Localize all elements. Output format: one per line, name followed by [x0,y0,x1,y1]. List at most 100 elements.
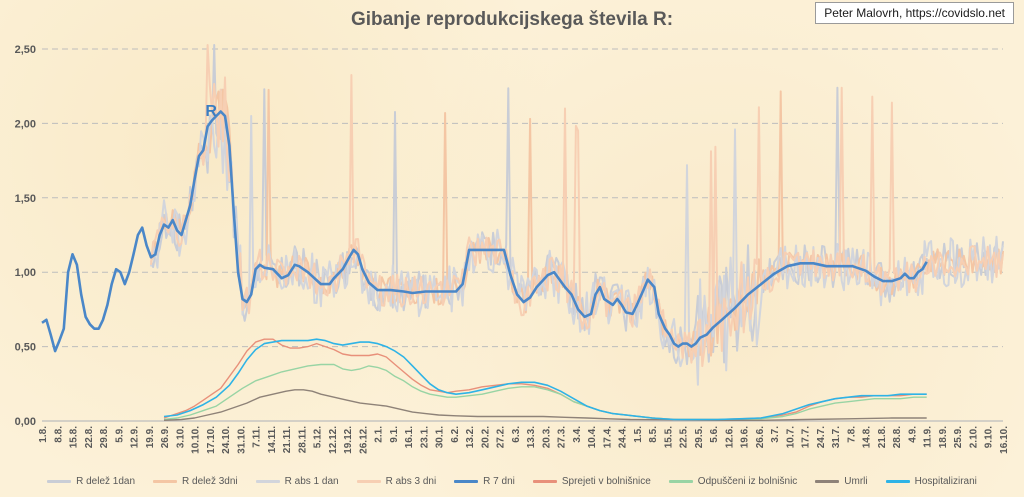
x-tick-label: 8.8. [53,426,64,443]
series-line-2 [150,115,1004,386]
x-tick-label: 18.9. [938,426,949,448]
x-tick-label: 19.9. [145,426,156,448]
x-tick-label: 10.4. [587,426,598,448]
legend-item-0: R delež 1dan [47,476,135,487]
x-tick-label: 20.2. [480,426,491,448]
x-tick-label: 31.10. [236,426,247,454]
x-tick-label: 6.2. [450,426,461,443]
x-tick-label: 2.10. [968,426,979,448]
legend-swatch [668,479,693,483]
series-line-3 [150,44,1004,368]
x-tick-label: 10.7. [785,426,796,448]
x-tick-label: 26.9. [160,426,171,448]
legend-swatch [153,479,178,483]
x-tick-label: 4.9. [907,426,918,443]
x-tick-label: 16.1. [404,426,415,448]
x-tick-label: 23.1. [419,426,430,448]
annotation-label: R [205,103,217,120]
legend-label: R 7 dni [483,475,515,487]
y-tick-label: 2,00 [15,118,36,130]
x-tick-label: 24.4. [618,426,629,448]
series-line-8 [163,338,927,421]
y-tick-label: 0,50 [15,342,36,354]
legend-item-4: R 7 dni [454,476,515,487]
series-line-7 [163,389,927,421]
x-tick-label: 17.7. [801,426,812,448]
x-tick-label: 24.7. [816,426,827,448]
legend-swatch [885,479,910,483]
x-tick-label: 19.12. [343,426,354,454]
annotations: R [205,103,217,120]
x-tick-label: 12.12. [328,426,339,454]
legend-swatch [815,479,840,483]
x-tick-label: 5.12. [313,426,324,448]
series-line-4 [41,110,928,353]
x-tick-label: 17.4. [602,426,613,448]
x-tick-label: 7.8. [846,426,857,443]
legend-label: Sprejeti v bolnišnice [561,475,651,487]
legend-swatch [454,479,479,483]
x-tick-label: 21.11. [282,426,293,453]
x-tick-label: 14.11. [267,426,278,453]
x-tick-label: 11.9. [923,426,934,448]
x-tick-label: 24.10. [221,426,232,454]
x-tick-label: 7.11. [252,426,263,448]
x-tick-label: 5.9. [114,426,125,443]
legend-label: R delež 1dan [76,475,136,487]
x-tick-label: 17.10. [206,426,217,454]
x-tick-label: 8.5. [648,426,659,443]
x-tick-label: 27.2. [496,426,507,448]
legend: R delež 1dan R delež 3dni R abs 1 dan R abs… [0,471,1024,491]
credit-box: Peter Malovrh, https://covidslo.net [815,2,1014,24]
x-tick-label: 10.10. [191,426,202,454]
x-tick-label: 19.6. [740,426,751,448]
y-tick-label: 2,50 [15,44,36,56]
x-tick-label: 15.5. [663,426,674,448]
x-tick-label: 26.6. [755,426,766,448]
x-axis-ticks: 1.8. 8.8. 15.8. 22.8. 29.8. 5.9. 12.9. 19.9. 26.… [38,426,1010,454]
legend-swatch [47,479,72,483]
x-tick-label: 25.9. [953,426,964,448]
y-tick-label: 1,00 [15,267,36,279]
y-tick-label: 1,50 [15,193,36,205]
x-tick-label: 9.10. [984,426,995,448]
legend-label: Odpuščeni iz bolnišnic [697,475,798,487]
x-tick-label: 28.8. [892,426,903,448]
x-tick-label: 12.6. [724,426,735,448]
legend-label: Umrli [844,475,868,487]
legend-item-7: Umrli [815,475,868,487]
x-tick-label: 22.8. [84,426,95,448]
legend-label: R abs 3 dni [385,475,437,487]
x-tick-label: 5.6. [709,426,720,443]
x-tick-label: 30.1. [435,426,446,448]
legend-item-2: R abs 1 dan [255,476,339,487]
x-tick-label: 21.8. [877,426,888,448]
plot-area: 0,00 0,50 1,00 1,50 2,00 2,50 1.8. 8.8. 15.8. 22… [15,44,1010,454]
legend-item-5: Sprejeti v bolnišnice [532,475,651,487]
legend-item-3: R abs 3 dni [356,475,437,487]
x-tick-label: 2.1. [374,426,385,443]
x-tick-label: 12.9. [130,426,141,448]
x-tick-label: 14.8. [862,426,873,448]
x-tick-label: 29.8. [99,426,110,448]
x-tick-label: 20.3. [541,426,552,448]
legend-label: R delež 3dni [182,475,238,487]
x-tick-label: 29.5. [694,426,705,448]
x-tick-label: 3.10. [175,426,186,448]
y-axis-ticks: 0,00 0,50 1,00 1,50 2,00 2,50 [15,44,36,428]
legend-swatch [532,479,557,483]
x-tick-label: 13.3. [526,426,537,448]
x-tick-label: 31.7. [831,426,842,448]
x-tick-label: 1.8. [38,426,49,443]
legend-item-8: Hospitalizirani [885,476,977,487]
series-line-6 [163,363,927,421]
x-tick-label: 28.11. [297,426,308,453]
series-line-0 [150,44,1004,366]
x-tick-label: 13.2. [465,426,476,448]
x-tick-label: 1.5. [633,426,644,443]
chart-title: Gibanje reprodukcijskega števila R: [350,9,674,30]
x-tick-label: 26.12. [358,426,369,454]
x-tick-label: 16.10. [999,426,1010,454]
legend-item-1: R delež 3dni [153,476,238,487]
